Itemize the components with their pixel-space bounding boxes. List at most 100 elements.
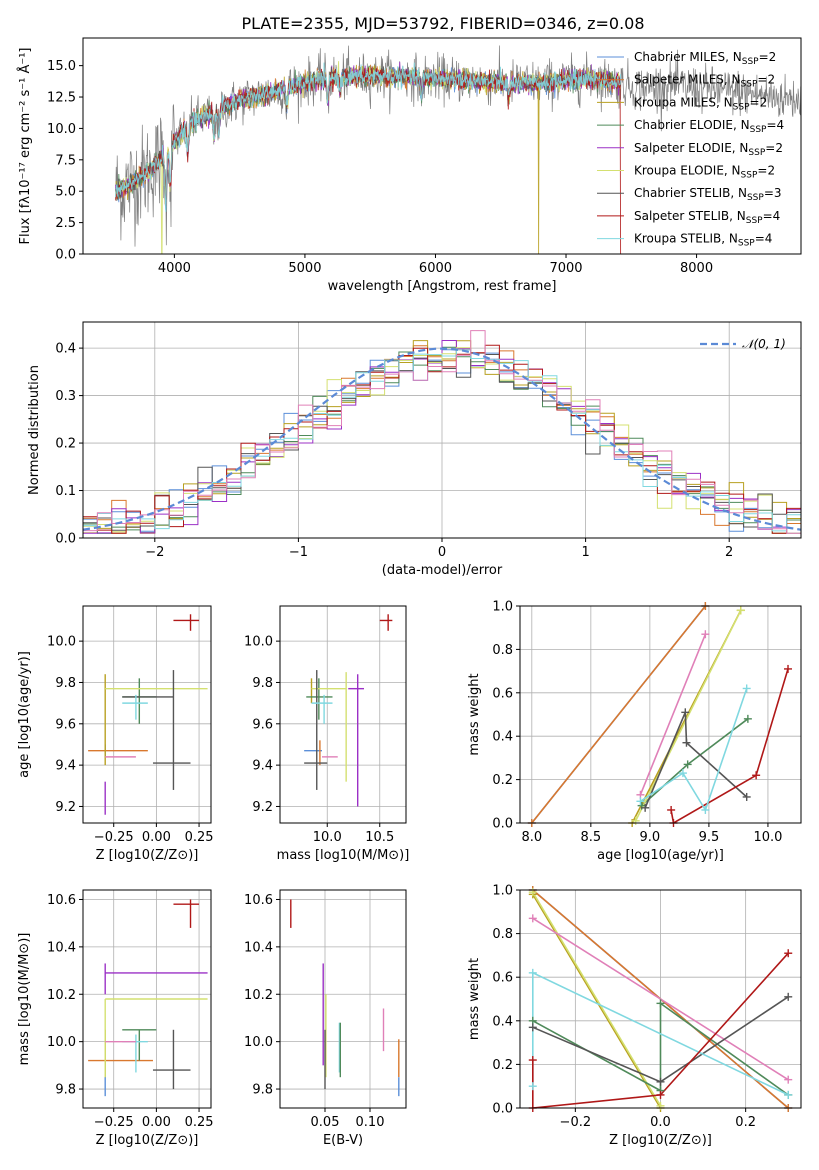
x-tick-label: 5000 [288,261,321,276]
y-tick-label: 9.8 [55,1083,76,1098]
legend-label-rest: =4 [755,232,773,246]
x-tick-label: 8.5 [580,830,601,845]
plot-area [304,614,393,807]
model-spectrum-line [115,66,622,254]
y-tick-label: 0.0 [55,248,76,263]
x-tick-label: 10.0 [753,830,782,845]
y-tick-label: 9.2 [55,800,76,815]
legend-label-rest: =3 [764,186,782,200]
legend-subscript: SSP [742,57,759,67]
y-tick-label: 10.6 [244,893,273,908]
legend-label: Chabrier MILES, NSSP=2 [634,50,776,67]
y-tick-label: 10.2 [244,988,273,1003]
y-tick-label: 0.3 [55,389,76,404]
y-tick-label: 0.2 [55,437,76,452]
x-tick-label: 9.0 [640,830,661,845]
y-tick-label: 10.0 [244,1035,273,1050]
age-vs-mass-panel: 10.0 10.5 9.2 9.4 9.6 9.8 10.0 mass [log10(M/M⊙… [244,605,409,863]
x-axis-label: Z [log10(Z/Z⊙)] [609,1133,712,1148]
mass-weight-line [644,711,748,809]
legend-subscript: SSP [738,239,755,249]
y-tick-label: 0.4 [492,730,513,745]
legend-subscript: SSP [746,216,763,226]
y-tick-label: 1.0 [492,884,513,899]
y-axis-label: mass weight [467,673,482,755]
y-tick-label: 0.8 [492,643,513,658]
y-tick-label: 5.0 [55,185,76,200]
mass-weight-line [532,893,662,1108]
y-tick-label: 9.4 [55,759,76,774]
y-tick-label: 10.4 [244,940,273,955]
mass-weight-line [634,609,742,822]
legend-label-rest: =2 [750,95,768,109]
legend-label: Chabrier STELIB, NSSP=3 [634,186,782,203]
mass-weight-line [532,891,662,1107]
legend-subscript: SSP [741,80,758,90]
y-tick-label: 10.0 [47,122,76,137]
x-tick-label: 0.05 [311,1115,340,1130]
y-axis-label: mass [log10(M/M⊙)] [17,933,32,1066]
y-tick-label: 9.6 [55,717,76,732]
x-axis-label: E(B-V) [323,1133,363,1148]
mass-weight-line [639,633,707,796]
residual-histogram-step [83,347,801,534]
legend-subscript: SSP [750,125,767,135]
axes-frame [519,605,802,824]
legend-label-rest: =2 [757,164,775,178]
y-tick-label: 9.8 [252,1083,273,1098]
y-axis-label: age [log10(age/yr)] [17,651,32,778]
x-axis-label: (data-model)/error [382,563,503,578]
x-tick-label: −2 [145,545,164,560]
legend-label-rest: =2 [759,50,777,64]
y-tick-label: 0.4 [55,342,76,357]
mass-vs-metallicity-panel: −0.25 0.00 0.25 9.8 10.0 10.2 10.4 10.6 Z [log10… [17,889,214,1148]
axes-frame [279,605,407,824]
x-tick-label: 8000 [680,261,713,276]
y-tick-label: 0.0 [492,817,513,832]
x-tick-label: 4000 [158,261,191,276]
age-vs-metallicity-panel: −0.25 0.00 0.25 9.2 9.4 9.6 9.8 10.0 Z [log10(Z/… [17,605,214,863]
legend-subscript: SSP [748,148,765,158]
y-tick-label: 15.0 [47,59,76,74]
x-tick-label: −0.25 [94,1115,134,1130]
axes-frame [519,889,802,1109]
legend-label-rest: =4 [766,118,784,132]
model-spectrum-line [115,64,621,254]
plot-area [83,330,801,534]
x-tick-label: 0.10 [356,1115,385,1130]
x-tick-label: 10.5 [365,830,394,845]
x-axis-label: Z [log10(Z/Z⊙)] [96,848,199,863]
legend-label-rest: =2 [757,73,775,87]
y-axis-label: mass weight [467,958,482,1040]
y-tick-label: 10.6 [47,893,76,908]
x-axis-label: wavelength [Angstrom, rest frame] [328,279,557,294]
y-tick-label: 0.2 [492,773,513,788]
y-tick-label: 9.2 [252,800,273,815]
x-tick-label: 0.00 [142,1115,171,1130]
mass-weight-line [639,688,748,812]
y-axis-label: Normed distribution [27,365,42,495]
legend-subscript: SSP [741,171,758,181]
y-tick-label: 0.8 [492,927,513,942]
residual-histogram-panel: −2 −1 0 1 2 0.0 0.1 0.2 0.3 0.4 (data-model)/error… [27,321,802,578]
figure-title: PLATE=2355, MJD=53792, FIBERID=0346, z=0… [241,14,644,33]
y-tick-label: 9.4 [252,759,273,774]
y-tick-label: 9.8 [252,676,273,691]
legend-label: Salpeter MILES, NSSP=2 [634,73,775,90]
x-tick-label: −0.2 [560,1115,592,1130]
plot-area [88,899,208,1097]
mass-weight-line [531,606,707,823]
x-tick-label: 7000 [549,261,582,276]
x-tick-label: 0 [438,545,446,560]
y-tick-label: 0.0 [55,532,76,547]
y-tick-label: 0.0 [492,1102,513,1117]
mass-weight-vs-age-panel: 8.0 8.5 9.0 9.5 10.0 0.0 0.2 0.4 0.6 0.8 1.0 age [l… [467,600,802,863]
mass-weight-vs-metallicity-panel: −0.2 0.0 0.2 0.0 0.2 0.4 0.6 0.8 1.0 Z [log10(Z/Z… [467,884,802,1148]
legend-label-rest: =4 [763,209,781,223]
mass-weight-line [532,917,789,1081]
normal-curve [83,347,801,531]
y-tick-label: 2.5 [55,216,76,231]
x-tick-label: 9.5 [699,830,720,845]
mass-vs-ebv-panel: 0.05 0.10 9.8 10.0 10.2 10.4 10.6 E(B-V) [244,889,407,1148]
x-tick-label: 8.0 [521,830,542,845]
